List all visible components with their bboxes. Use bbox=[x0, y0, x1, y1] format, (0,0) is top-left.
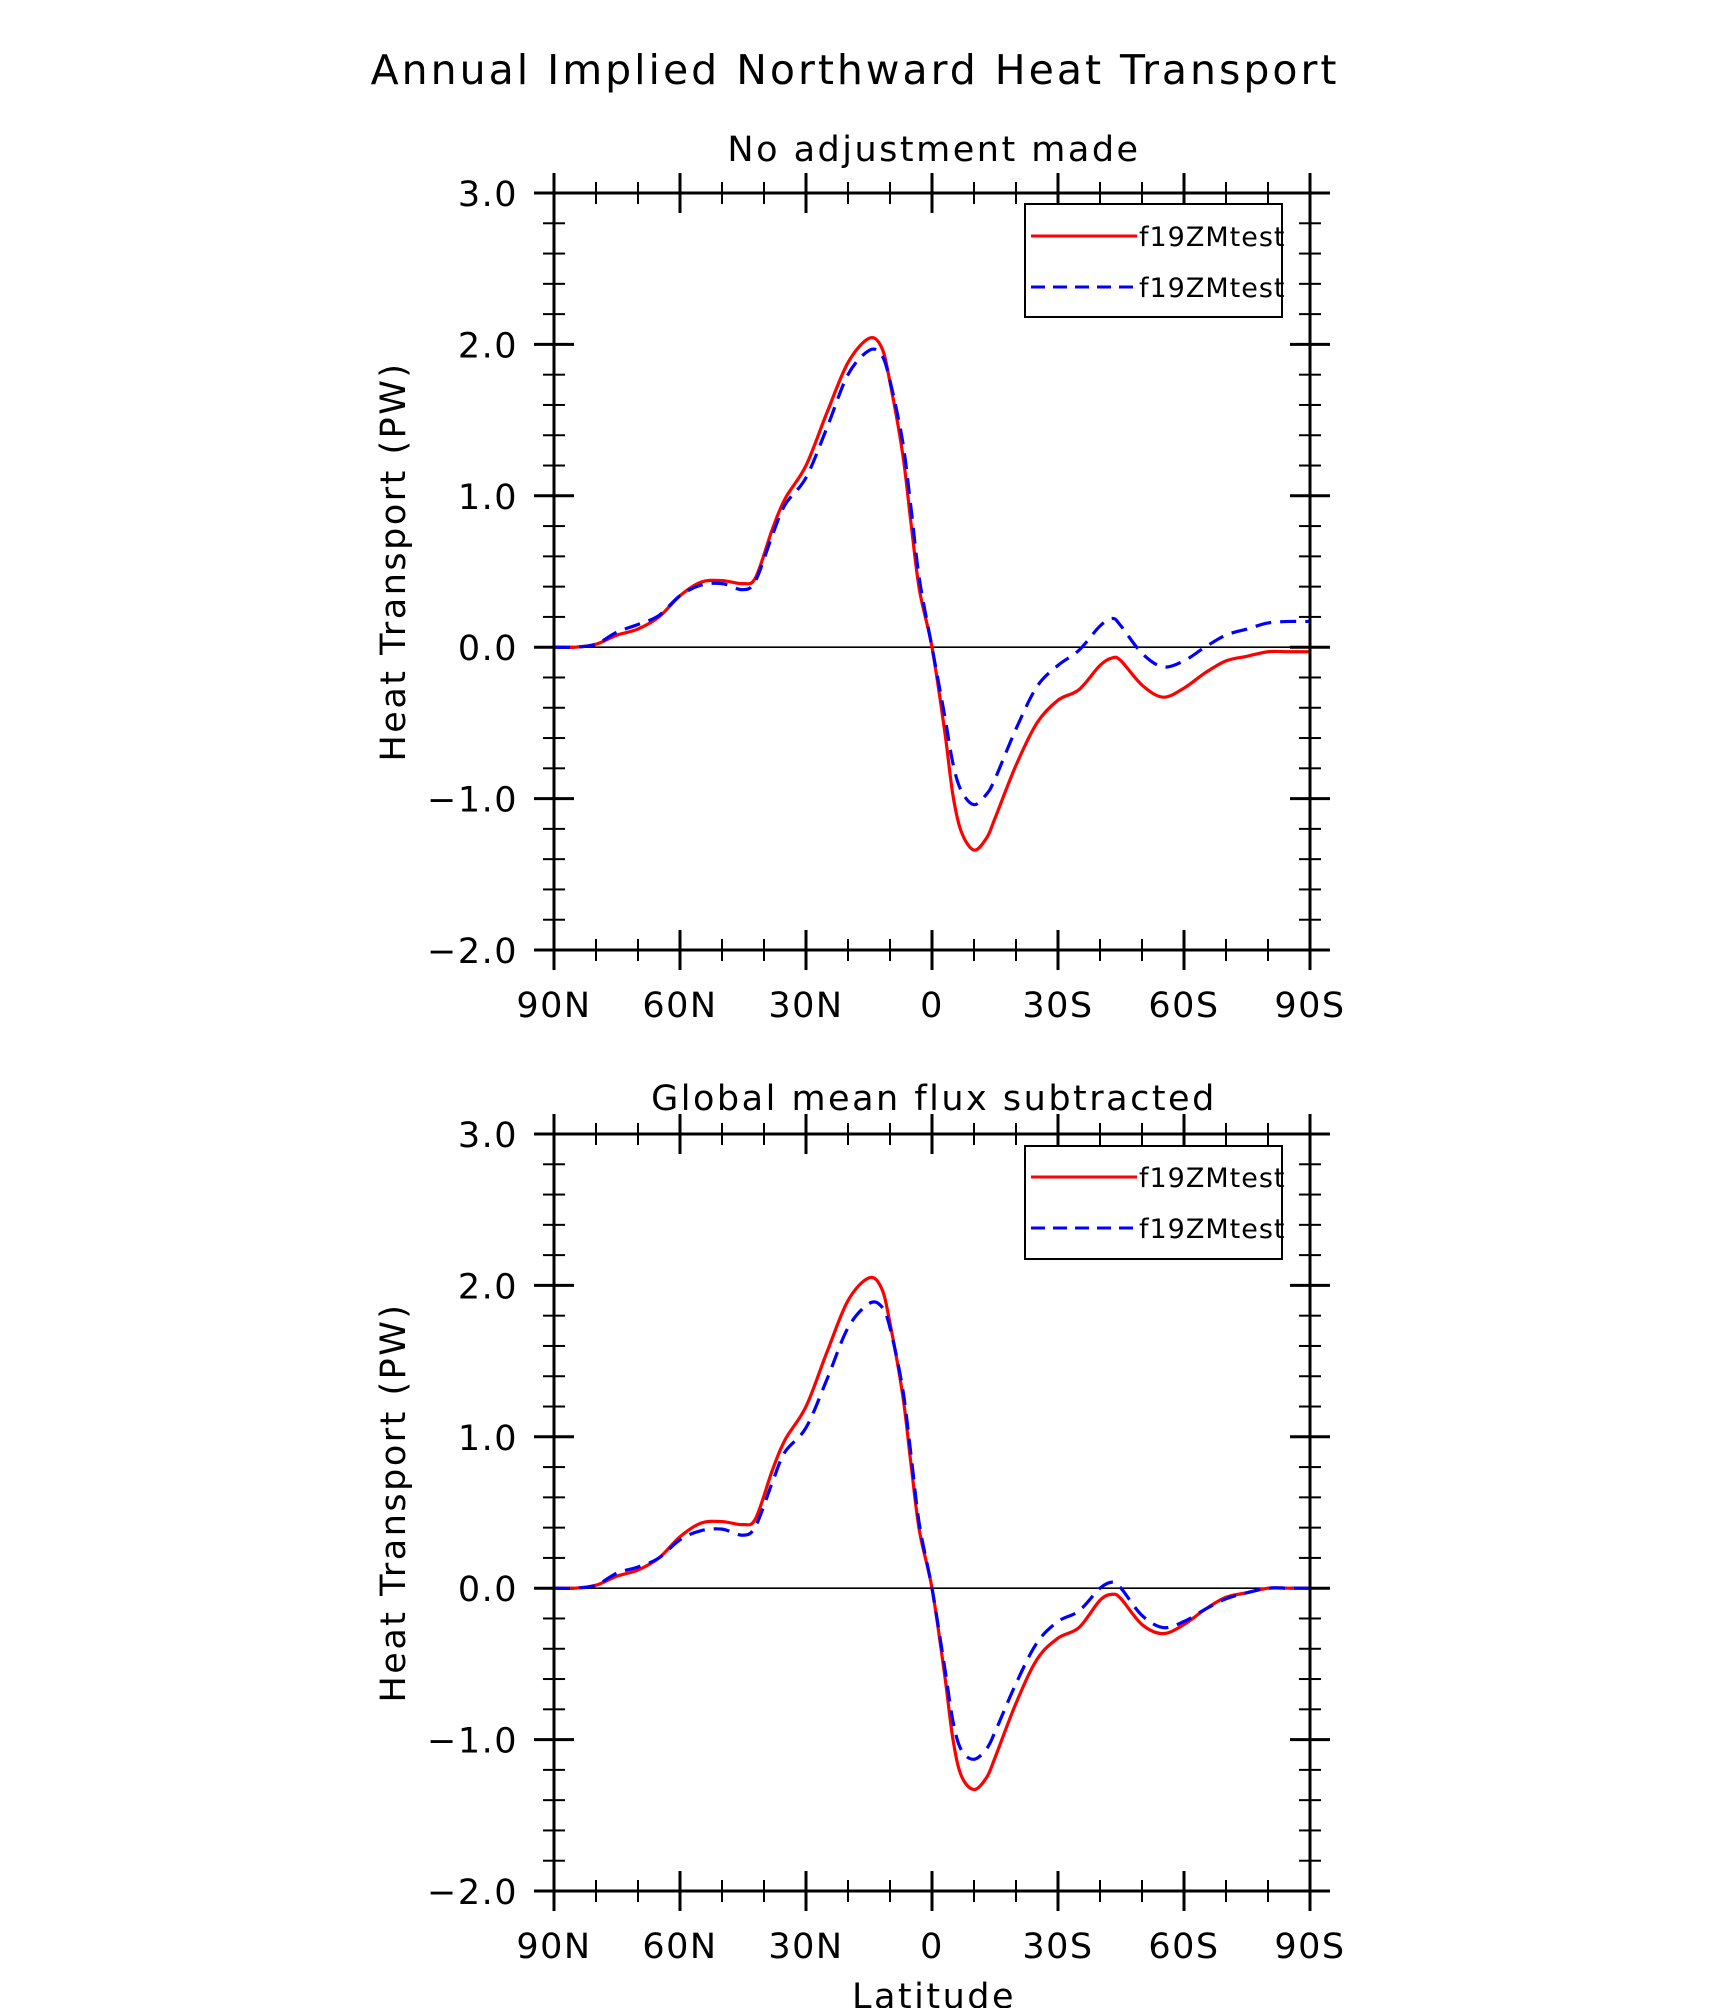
x-tick-label: 0 bbox=[920, 1927, 944, 1967]
series-line-blue-dashed bbox=[553, 347, 1311, 807]
x-tick-label: 0 bbox=[920, 986, 944, 1026]
x-tick-label: 90S bbox=[1274, 986, 1345, 1026]
x-tick-label: 60S bbox=[1148, 986, 1219, 1026]
x-tick-labels: 90N 60N 30N 0 30S 60S 90S bbox=[516, 1927, 1345, 1967]
panel-title: No adjustment made bbox=[727, 130, 1140, 170]
y-tick-label: 1.0 bbox=[458, 478, 518, 518]
x-tick-label: 30N bbox=[768, 1927, 843, 1967]
chart-panel-bottom: Global mean flux subtracted 90N 60N 30N 0 30… bbox=[374, 1079, 1345, 2008]
x-tick-label: 60N bbox=[642, 986, 717, 1026]
y-tick-labels: 3.0 2.0 1.0 0.0 −1.0 −2.0 bbox=[427, 175, 518, 972]
y-tick-label: 3.0 bbox=[458, 175, 518, 215]
x-tick-label: 30S bbox=[1022, 986, 1093, 1026]
y-tick-label: 1.0 bbox=[458, 1419, 518, 1459]
legend-box bbox=[1024, 203, 1283, 318]
series-group bbox=[553, 336, 1311, 852]
series-line-red-solid bbox=[553, 1275, 1310, 1792]
legend-label: f19ZMtest bbox=[1139, 222, 1286, 253]
y-axis-label: Heat Transport (PW) bbox=[374, 1302, 414, 1702]
x-tick-label: 90N bbox=[516, 1927, 591, 1967]
x-tick-label: 60N bbox=[642, 1927, 717, 1967]
y-tick-label: −2.0 bbox=[427, 1873, 518, 1913]
x-tick-label: 60S bbox=[1148, 1927, 1219, 1967]
figure-title: Annual Implied Northward Heat Transport bbox=[371, 46, 1340, 94]
y-tick-label: −1.0 bbox=[427, 1722, 518, 1762]
legend-label: f19ZMtest bbox=[1139, 1163, 1286, 1194]
y-tick-labels: 3.0 2.0 1.0 0.0 −1.0 −2.0 bbox=[427, 1116, 518, 1913]
x-tick-label: 90S bbox=[1274, 1927, 1345, 1967]
x-tick-label: 30N bbox=[768, 986, 843, 1026]
y-tick-label: 3.0 bbox=[458, 1116, 518, 1156]
legend-label: f19ZMtest bbox=[1139, 273, 1286, 304]
y-tick-label: 2.0 bbox=[458, 326, 518, 366]
x-tick-label: 90N bbox=[516, 986, 591, 1026]
y-tick-label: 2.0 bbox=[458, 1267, 518, 1307]
series-line-blue-dashed bbox=[553, 1300, 1310, 1761]
y-axis-label: Heat Transport (PW) bbox=[374, 361, 414, 761]
legend-label: f19ZMtest bbox=[1139, 1214, 1286, 1245]
y-tick-label: −1.0 bbox=[427, 781, 518, 821]
series-group bbox=[553, 1275, 1310, 1792]
plot-frame bbox=[552, 191, 1312, 952]
y-tick-label: 0.0 bbox=[458, 1570, 518, 1610]
x-axis-label: Latitude bbox=[852, 1977, 1016, 2008]
plot-frame bbox=[552, 1132, 1312, 1893]
legend-box bbox=[1024, 1145, 1283, 1260]
y-tick-label: −2.0 bbox=[427, 932, 518, 972]
panel-title: Global mean flux subtracted bbox=[651, 1079, 1217, 1119]
chart-panel-top: No adjustment made 90N 60N 30N 0 30S 60S 90S 3… bbox=[374, 130, 1345, 1026]
legend: f19ZMtest f19ZMtest bbox=[1024, 203, 1286, 318]
y-tick-label: 0.0 bbox=[458, 629, 518, 669]
legend: f19ZMtest f19ZMtest bbox=[1024, 1145, 1286, 1260]
x-tick-labels: 90N 60N 30N 0 30S 60S 90S bbox=[516, 986, 1345, 1026]
x-tick-label: 30S bbox=[1022, 1927, 1093, 1967]
series-line-red-solid bbox=[553, 336, 1310, 852]
